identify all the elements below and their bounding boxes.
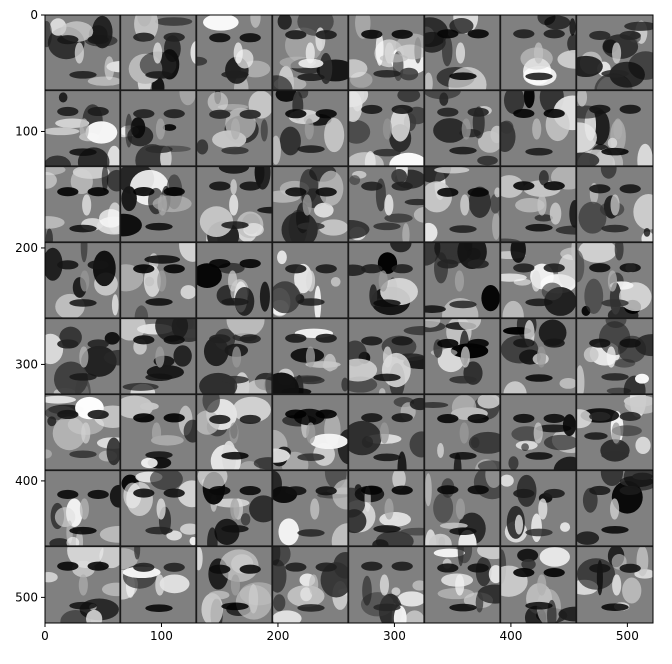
image-tile	[197, 243, 273, 319]
image-tile	[577, 319, 653, 395]
image-tile	[197, 395, 273, 471]
image-tile	[425, 243, 501, 319]
image-tile	[273, 167, 349, 243]
image-tile	[273, 243, 349, 319]
image-tile	[121, 395, 197, 471]
image-tile	[577, 15, 653, 91]
image-tile	[45, 15, 121, 91]
image-tile	[121, 15, 197, 91]
image-tile	[273, 547, 349, 623]
image-tile	[349, 547, 425, 623]
y-tick-label: 0	[30, 8, 38, 22]
image-tile	[577, 243, 653, 319]
image-tile	[45, 243, 121, 319]
image-tile	[425, 319, 501, 395]
image-tile	[349, 243, 425, 319]
image-tile	[501, 243, 577, 319]
image-tile	[273, 15, 349, 91]
image-tile	[349, 15, 425, 91]
x-tick-label: 100	[150, 629, 173, 643]
image-tile	[273, 471, 349, 547]
y-tick-label: 200	[15, 241, 38, 255]
y-tick-label: 500	[15, 590, 38, 604]
image-tile	[349, 167, 425, 243]
image-tile	[121, 91, 197, 167]
image-tile	[349, 395, 425, 471]
image-tile	[197, 471, 273, 547]
image-tile	[45, 471, 121, 547]
image-tile	[501, 319, 577, 395]
x-axis: 0 100 200 300 400 500	[41, 623, 639, 643]
image-tile	[197, 15, 273, 91]
image-tile	[197, 167, 273, 243]
x-tick-label: 400	[499, 629, 522, 643]
image-tile	[577, 167, 653, 243]
image-tile	[197, 319, 273, 395]
image-tile	[501, 471, 577, 547]
image-tile	[425, 91, 501, 167]
image-tile	[45, 395, 121, 471]
image-tile	[501, 167, 577, 243]
image-tile	[197, 547, 273, 623]
image-tile	[577, 91, 653, 167]
image-tile	[501, 395, 577, 471]
x-tick-label: 200	[266, 629, 289, 643]
image-tile	[121, 243, 197, 319]
x-tick-label: 500	[616, 629, 639, 643]
image-grid	[45, 15, 653, 623]
image-tile	[501, 15, 577, 91]
image-tile	[273, 91, 349, 167]
image-tile	[577, 471, 653, 547]
image-tile	[577, 547, 653, 623]
image-tile	[425, 547, 501, 623]
image-tile	[425, 167, 501, 243]
image-tile	[273, 395, 349, 471]
y-axis: 0 100 200 300 400 500	[15, 8, 45, 604]
image-tile	[273, 319, 349, 395]
image-tile	[45, 167, 121, 243]
image-tile	[349, 91, 425, 167]
image-tile	[121, 471, 197, 547]
y-tick-label: 400	[15, 474, 38, 488]
image-tile	[349, 471, 425, 547]
x-tick-label: 0	[41, 629, 49, 643]
image-tile	[197, 91, 273, 167]
image-tile	[121, 547, 197, 623]
image-tile	[45, 547, 121, 623]
image-tile	[45, 319, 121, 395]
image-tile	[121, 167, 197, 243]
image-tile	[577, 395, 653, 471]
image-tile	[349, 319, 425, 395]
image-tile	[45, 91, 121, 167]
image-tile	[501, 547, 577, 623]
axes-frame	[44, 14, 654, 624]
image-tile	[425, 471, 501, 547]
x-tick-label: 300	[383, 629, 406, 643]
image-tile	[121, 319, 197, 395]
y-tick-label: 300	[15, 357, 38, 371]
tile-separators	[45, 15, 653, 623]
image-tile	[425, 15, 501, 91]
image-tile	[501, 91, 577, 167]
y-tick-label: 100	[15, 124, 38, 138]
image-tile	[425, 395, 501, 471]
